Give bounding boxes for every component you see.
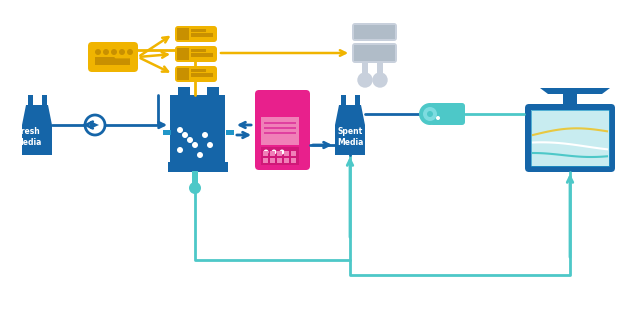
Bar bbox=[277, 158, 282, 163]
FancyBboxPatch shape bbox=[352, 23, 397, 41]
Bar bbox=[261, 117, 299, 145]
Bar bbox=[264, 122, 296, 124]
Circle shape bbox=[423, 107, 437, 121]
Bar bbox=[264, 132, 296, 134]
Bar bbox=[291, 158, 296, 163]
Bar bbox=[291, 151, 296, 156]
Bar bbox=[261, 147, 299, 165]
Bar bbox=[191, 73, 213, 77]
Text: Spent
Media: Spent Media bbox=[337, 127, 363, 147]
FancyBboxPatch shape bbox=[352, 43, 397, 63]
Bar bbox=[22, 125, 52, 155]
Bar bbox=[277, 151, 282, 156]
Circle shape bbox=[358, 73, 372, 87]
Bar bbox=[207, 87, 219, 95]
Bar bbox=[531, 110, 609, 166]
Circle shape bbox=[202, 132, 208, 138]
Circle shape bbox=[264, 149, 269, 155]
Bar bbox=[95, 57, 130, 65]
FancyBboxPatch shape bbox=[430, 103, 465, 125]
FancyBboxPatch shape bbox=[175, 26, 217, 42]
Bar bbox=[191, 53, 213, 57]
Bar bbox=[42, 95, 47, 105]
Polygon shape bbox=[90, 121, 99, 129]
Bar bbox=[163, 130, 171, 135]
Bar bbox=[192, 171, 198, 185]
Polygon shape bbox=[22, 105, 52, 125]
Circle shape bbox=[103, 49, 109, 55]
Bar bbox=[362, 63, 368, 73]
Bar bbox=[177, 48, 189, 60]
Polygon shape bbox=[335, 105, 365, 125]
Bar bbox=[263, 151, 268, 156]
Circle shape bbox=[127, 49, 133, 55]
Circle shape bbox=[436, 116, 440, 120]
Polygon shape bbox=[540, 88, 610, 94]
Bar bbox=[270, 151, 275, 156]
Bar bbox=[531, 110, 609, 166]
Circle shape bbox=[119, 49, 125, 55]
Circle shape bbox=[197, 152, 203, 158]
Circle shape bbox=[95, 49, 101, 55]
Circle shape bbox=[177, 127, 183, 133]
FancyBboxPatch shape bbox=[525, 104, 615, 172]
Bar bbox=[284, 151, 289, 156]
Bar bbox=[354, 25, 395, 39]
FancyBboxPatch shape bbox=[175, 66, 217, 82]
Circle shape bbox=[280, 149, 285, 155]
Circle shape bbox=[85, 115, 105, 135]
Bar bbox=[226, 130, 234, 135]
Bar bbox=[355, 95, 360, 105]
Bar bbox=[191, 29, 206, 32]
Bar bbox=[177, 68, 189, 80]
Bar bbox=[191, 33, 213, 37]
Bar bbox=[270, 158, 275, 163]
Circle shape bbox=[207, 142, 213, 148]
Bar bbox=[284, 158, 289, 163]
Circle shape bbox=[427, 111, 433, 117]
Bar bbox=[177, 28, 189, 40]
Circle shape bbox=[271, 149, 276, 155]
Circle shape bbox=[177, 147, 183, 153]
Bar bbox=[264, 127, 296, 129]
Circle shape bbox=[373, 73, 387, 87]
Bar bbox=[354, 45, 395, 61]
Circle shape bbox=[192, 142, 198, 148]
Text: Fresh
Media: Fresh Media bbox=[15, 127, 41, 147]
Circle shape bbox=[189, 182, 201, 194]
FancyBboxPatch shape bbox=[255, 90, 310, 170]
Bar bbox=[263, 158, 268, 163]
Circle shape bbox=[182, 132, 188, 138]
Bar bbox=[341, 95, 346, 105]
Circle shape bbox=[187, 137, 193, 143]
Bar bbox=[377, 63, 383, 73]
FancyBboxPatch shape bbox=[88, 42, 138, 72]
Bar bbox=[170, 95, 225, 165]
Bar bbox=[178, 87, 190, 95]
Circle shape bbox=[419, 103, 441, 125]
Bar bbox=[191, 49, 206, 52]
Bar bbox=[563, 94, 577, 104]
Bar bbox=[28, 95, 33, 105]
Bar bbox=[168, 162, 228, 172]
Circle shape bbox=[111, 49, 117, 55]
Bar bbox=[191, 69, 206, 72]
FancyBboxPatch shape bbox=[175, 46, 217, 62]
Bar bbox=[335, 125, 365, 155]
